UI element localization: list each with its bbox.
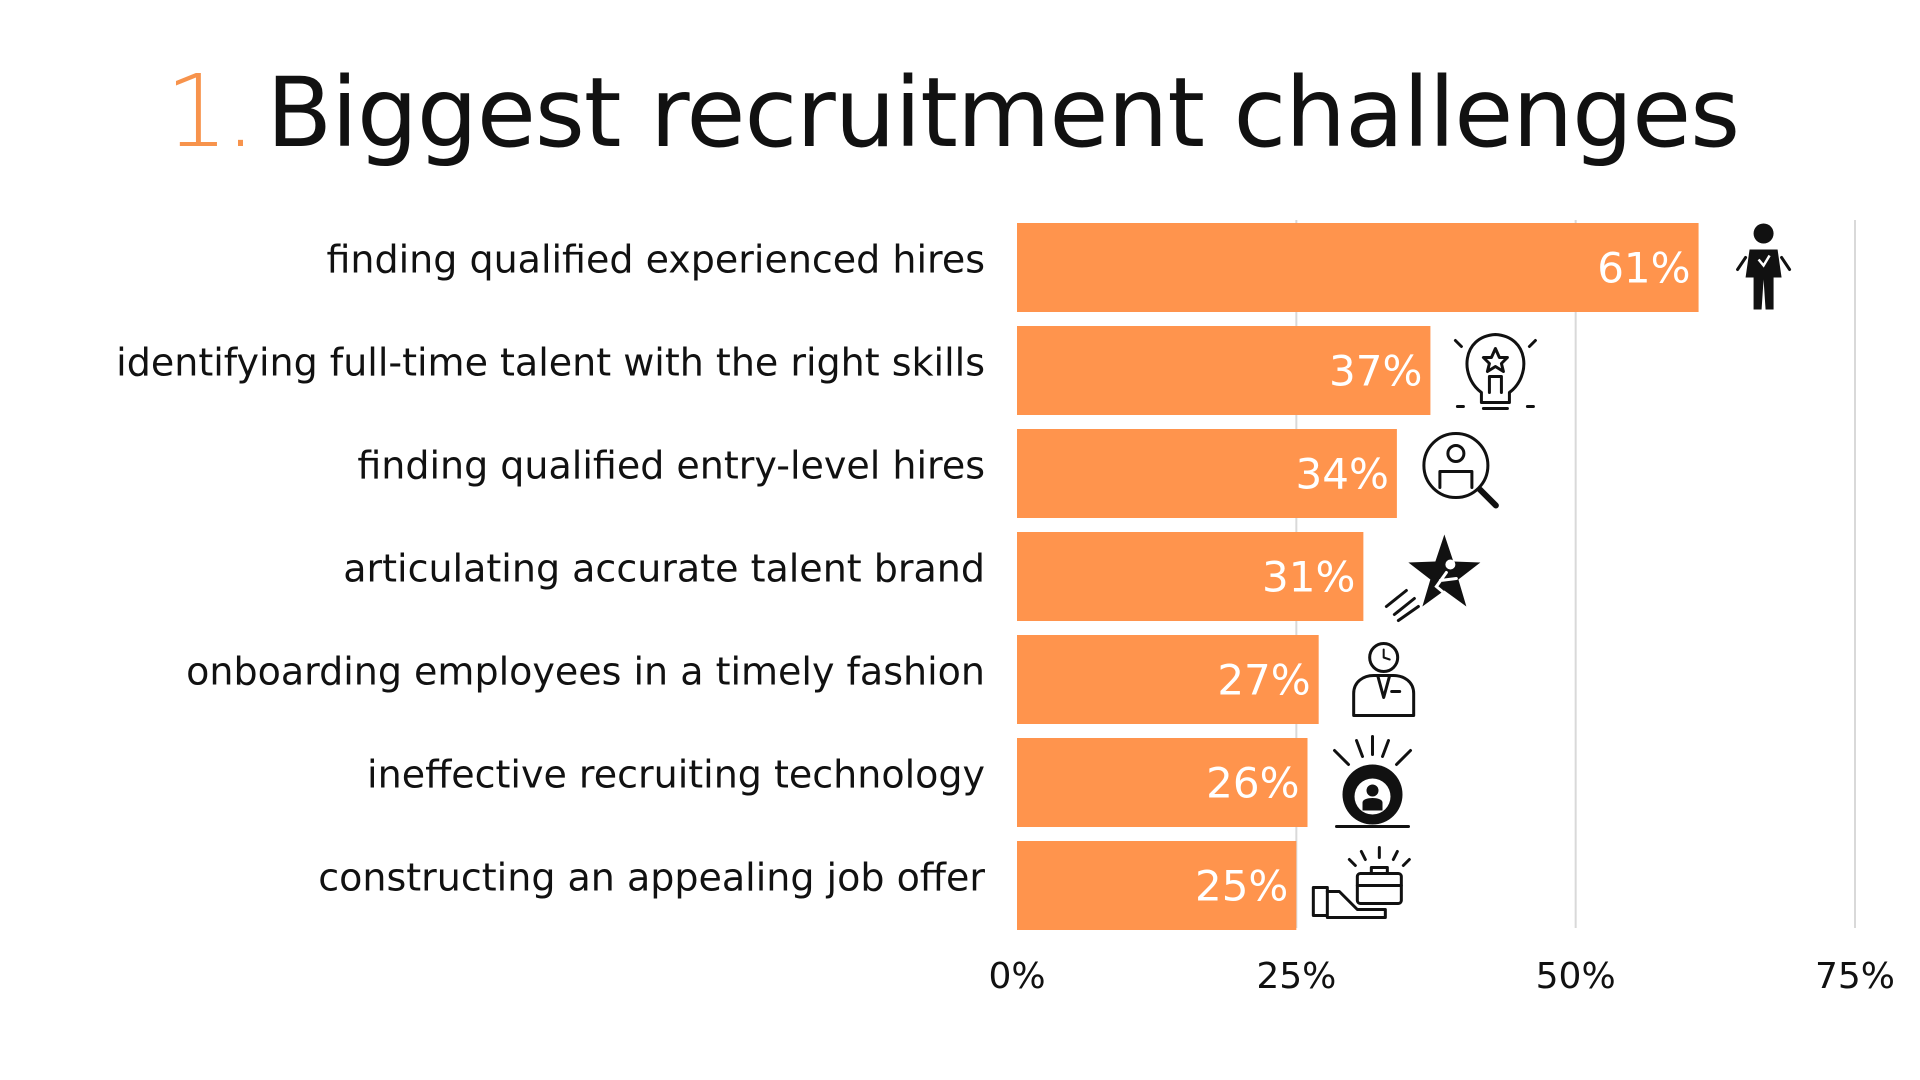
employee-clock-icon (1352, 642, 1416, 717)
hand-briefcase-offer-icon (1311, 846, 1411, 919)
bar-value-label: 37% (1329, 347, 1422, 396)
businessman-icon (1736, 223, 1792, 310)
bar (1017, 635, 1319, 724)
bar-value-label: 27% (1217, 656, 1310, 705)
person-search-icon (1422, 432, 1499, 509)
x-tick-label: 75% (1815, 956, 1895, 997)
category-label: finding qualified experienced hires (326, 238, 985, 282)
title-text: Biggest recruitment challenges (266, 57, 1740, 169)
category-label: finding qualified entry-level hires (357, 444, 985, 488)
chart-title: 1. Biggest recruitment challenges (165, 52, 1740, 172)
bar-value-label: 25% (1195, 862, 1288, 911)
star-achiever-icon (1384, 534, 1481, 622)
category-labels: 61% finding qualified experienced hires 37… (116, 238, 1690, 911)
bar (1017, 429, 1397, 518)
bar-value-label: 61% (1597, 244, 1690, 293)
category-label: identifying full-time talent with the ri… (116, 341, 985, 385)
x-tick-label: 0% (988, 956, 1045, 997)
bar (1017, 841, 1297, 930)
bars (1017, 223, 1699, 930)
lightbulb-idea-icon (1453, 333, 1537, 410)
bar (1017, 326, 1431, 415)
category-label: onboarding employees in a timely fashion (186, 650, 985, 694)
x-tick-label: 50% (1536, 956, 1616, 997)
category-label: constructing an appealing job offer (318, 856, 985, 900)
bar (1017, 738, 1308, 827)
title-number: 1. (165, 53, 256, 170)
bar-value-label: 31% (1262, 553, 1355, 602)
x-axis-ticks: 0% 25% 50% 75% (988, 956, 1895, 997)
bar-icons (1311, 223, 1792, 919)
x-tick-label: 25% (1256, 956, 1336, 997)
bar-value-label: 34% (1296, 450, 1389, 499)
bar-value-label: 26% (1206, 759, 1299, 808)
bar (1017, 223, 1699, 312)
bar (1017, 532, 1364, 621)
technology-gear-icon (1333, 735, 1413, 828)
category-label: ineffective recruiting technology (367, 753, 985, 797)
category-label: articulating accurate talent brand (343, 547, 985, 591)
